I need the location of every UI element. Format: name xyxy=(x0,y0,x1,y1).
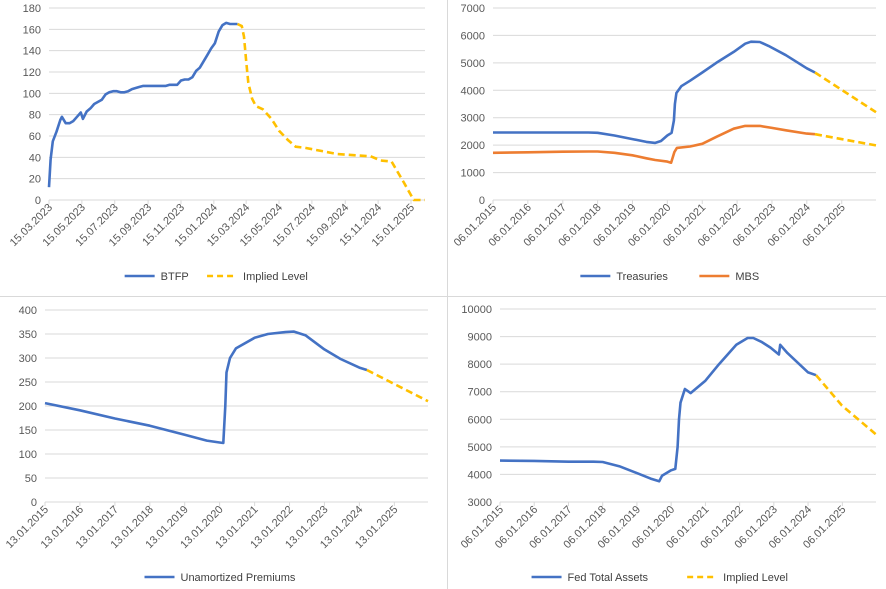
y-tick-label: 9000 xyxy=(468,332,492,344)
y-tick-label: 1000 xyxy=(461,168,485,180)
y-tick-label: 160 xyxy=(23,24,41,36)
projection-line xyxy=(366,368,429,403)
y-tick-label: 60 xyxy=(29,131,41,143)
y-tick-label: 7000 xyxy=(461,3,485,15)
unamortized-premiums-line xyxy=(44,330,368,445)
mbs-line xyxy=(492,124,816,164)
legend-label: Implied Level xyxy=(243,271,308,283)
legend: Fed Total Assets Implied Level xyxy=(531,572,788,584)
y-tick-label: 6000 xyxy=(468,414,492,426)
y-tick-label: 400 xyxy=(19,305,37,317)
y-tick-label: 5000 xyxy=(468,442,492,454)
implied-level-line xyxy=(815,374,877,436)
y-tick-label: 7000 xyxy=(468,387,492,399)
unamortized-premiums-chart-panel: 0 50 100 150 200 250 300 350 400 13.01.2015 13.01.… xyxy=(0,297,447,589)
y-tick-label: 0 xyxy=(479,195,485,207)
y-tick-label: 4000 xyxy=(461,85,485,97)
y-tick-label: 4000 xyxy=(468,469,492,481)
y-tick-label: 180 xyxy=(23,3,41,15)
btfp-chart: 02040608010012014016018015.03.202315.05.… xyxy=(8,3,425,283)
y-tick-label: 40 xyxy=(29,152,41,164)
y-tick-label: 50 xyxy=(25,473,37,485)
treasuries-mbs-chart-panel: 0 1000 2000 3000 4000 5000 6000 7000 06.01.2015 0… xyxy=(448,0,886,296)
treasuries-mbs-chart: 0100020003000400050006000700006.01.20150… xyxy=(452,3,877,283)
y-tick-label: 2000 xyxy=(461,140,485,152)
y-tick-label: 10000 xyxy=(461,304,492,316)
vertical-divider xyxy=(447,0,448,589)
legend: Treasuries MBS xyxy=(580,271,759,283)
legend: Unamortized Premiums xyxy=(144,572,296,584)
fed-total-assets-chart-panel: 3000 4000 5000 6000 7000 8000 9000 10000 06.01.2… xyxy=(448,297,886,589)
fed-total-assets-line xyxy=(499,336,817,483)
legend: BTFP Implied Level xyxy=(124,271,308,283)
y-tick-label: 150 xyxy=(19,425,37,437)
legend-label: MBS xyxy=(735,271,759,283)
y-tick-label: 20 xyxy=(29,174,41,186)
projection-line xyxy=(814,71,877,114)
y-tick-label: 120 xyxy=(23,67,41,79)
unamortized-premiums-chart: 05010015020025030035040013.01.201513.01.… xyxy=(4,305,429,584)
btfp-line xyxy=(47,21,238,188)
y-tick-label: 3000 xyxy=(468,497,492,509)
treasuries-line xyxy=(493,40,816,145)
legend-label: Treasuries xyxy=(616,271,668,283)
y-tick-label: 100 xyxy=(19,449,37,461)
y-tick-label: 6000 xyxy=(461,30,485,42)
y-tick-label: 350 xyxy=(19,329,37,341)
fed-total-assets-chart: 30004000500060007000800090001000006.01.2… xyxy=(459,304,877,584)
y-tick-label: 80 xyxy=(29,110,41,122)
implied-level-line xyxy=(236,22,425,202)
y-tick-label: 100 xyxy=(23,88,41,100)
legend-label: BTFP xyxy=(161,271,189,283)
y-tick-label: 5000 xyxy=(461,58,485,70)
y-tick-label: 200 xyxy=(19,401,37,413)
horizontal-divider xyxy=(0,296,886,297)
y-tick-label: 8000 xyxy=(468,359,492,371)
y-tick-label: 3000 xyxy=(461,113,485,125)
legend-label: Unamortized Premiums xyxy=(181,572,296,584)
y-tick-label: 250 xyxy=(19,377,37,389)
btfp-chart-panel: 0 20 40 60 80 100 120 140 160 180 15.03.2023 15.05.… xyxy=(0,0,447,296)
y-tick-label: 0 xyxy=(31,497,37,509)
projection-line xyxy=(814,132,877,147)
y-tick-label: 0 xyxy=(35,195,41,207)
legend-label: Fed Total Assets xyxy=(568,572,649,584)
legend-label: Implied Level xyxy=(723,572,788,584)
y-tick-label: 300 xyxy=(19,353,37,365)
y-tick-label: 140 xyxy=(23,46,41,58)
